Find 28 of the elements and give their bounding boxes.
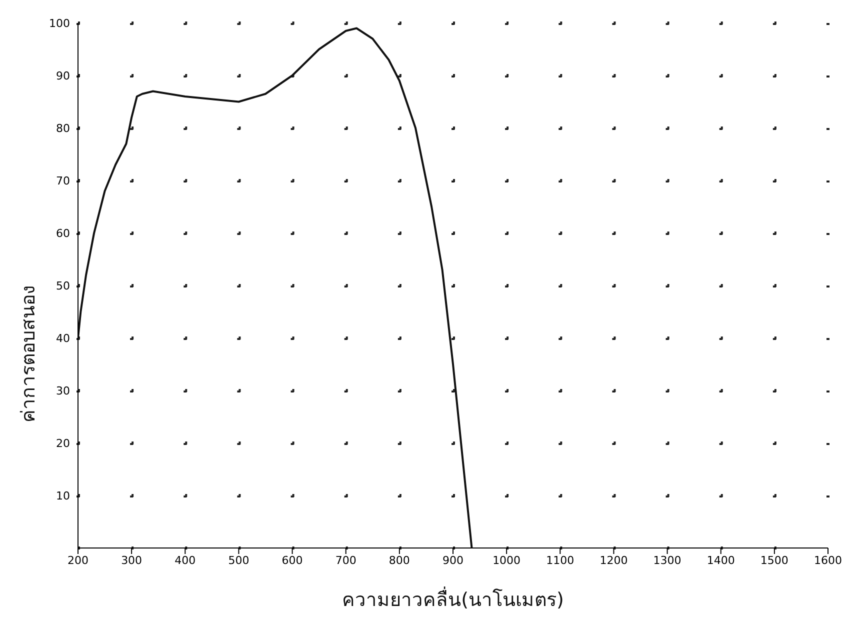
x-tick-label: 200 — [68, 554, 88, 567]
y-tick-label: 30 — [56, 384, 70, 398]
y-tick-label: 10 — [56, 489, 70, 502]
x-tick-label: 1600 — [814, 554, 842, 567]
x-tick-label: 600 — [282, 554, 303, 567]
y-tick-label: 50 — [56, 279, 70, 292]
x-tick-label: 1500 — [760, 554, 788, 567]
y-tick-label: 100 — [49, 16, 70, 30]
x-tick-label: 700 — [335, 554, 356, 567]
x-tick-label: 500 — [228, 554, 250, 567]
y-tick-label: 90 — [56, 69, 70, 82]
y-tick-label: 40 — [56, 332, 70, 345]
x-tick-label: 400 — [174, 554, 196, 567]
x-tick-label: 1300 — [653, 554, 682, 567]
x-tick-label: 800 — [388, 554, 410, 567]
y-tick-label: 20 — [56, 436, 70, 450]
y-tick-label: 70 — [56, 174, 70, 188]
y-tick-label: 60 — [56, 226, 70, 240]
y-tick-label: 80 — [56, 122, 70, 135]
y-axis-title: ค่าการตอบสนอง — [18, 286, 40, 422]
x-tick-label: 300 — [121, 554, 142, 567]
x-tick-label: 1400 — [706, 554, 735, 567]
x-axis-title: ความยาวคลื่น(นาโนเมตร) — [342, 586, 564, 611]
x-tick-label: 1100 — [546, 554, 574, 567]
x-tick-label: 1000 — [492, 554, 521, 567]
x-tick-label: 1200 — [600, 554, 628, 567]
x-tick-label: 900 — [442, 554, 464, 567]
line-series — [78, 27, 473, 548]
